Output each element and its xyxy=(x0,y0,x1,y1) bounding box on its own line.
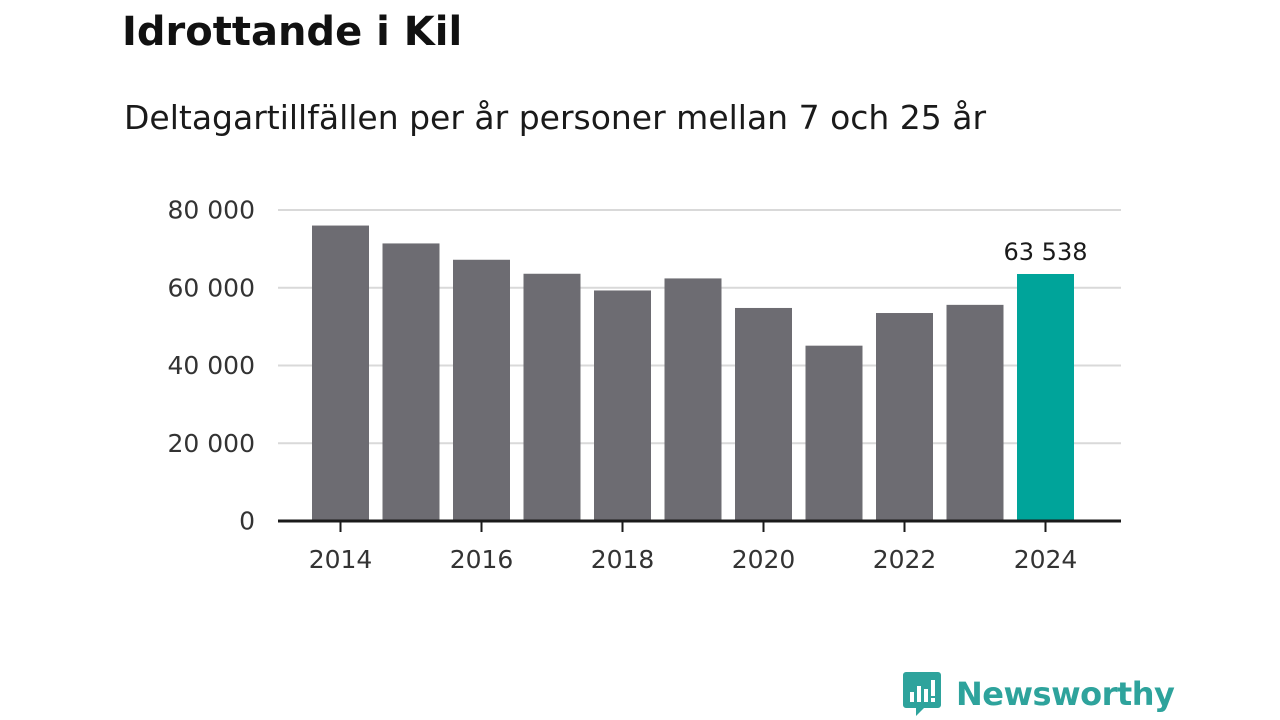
chart-subtitle: Deltagartillfällen per år personer mella… xyxy=(124,98,987,137)
x-tick-label: 2016 xyxy=(450,545,514,574)
x-tick-label: 2014 xyxy=(309,545,373,574)
bar-2017 xyxy=(523,273,581,521)
x-axis xyxy=(278,519,1121,532)
bar-2021 xyxy=(805,345,863,521)
y-tick-label: 80 000 xyxy=(168,196,255,225)
bar-2014 xyxy=(312,225,369,522)
x-tick-label: 2022 xyxy=(873,545,937,574)
newsworthy-logo-icon xyxy=(903,672,941,716)
y-tick-label: 60 000 xyxy=(168,273,255,302)
annotations: 63 538 xyxy=(1004,238,1088,266)
y-tick-label: 40 000 xyxy=(168,351,255,380)
bar-2019 xyxy=(664,278,722,521)
x-tick-label: 2020 xyxy=(732,545,796,574)
x-axis-labels: 2014 2016 2018 2020 2022 2024 xyxy=(309,545,1078,574)
y-tick-label: 20 000 xyxy=(168,429,255,458)
y-axis-labels: 0 20 000 40 000 60 000 80 000 xyxy=(168,196,255,536)
brand-name: Newsworthy xyxy=(956,675,1175,713)
bar-2015 xyxy=(382,243,440,521)
chart-title: Idrottande i Kil xyxy=(122,9,463,55)
bar-2023 xyxy=(946,304,1004,521)
x-tick-label: 2018 xyxy=(591,545,655,574)
bar-2022 xyxy=(876,313,933,521)
bar-2018 xyxy=(594,290,651,521)
data-label-2024: 63 538 xyxy=(1004,238,1088,266)
bar-2020 xyxy=(735,307,792,521)
bar-2016 xyxy=(453,259,510,521)
x-tick-label: 2024 xyxy=(1014,545,1078,574)
bars xyxy=(312,225,1074,522)
brand-logo[interactable]: Newsworthy xyxy=(902,668,1175,720)
y-tick-label: 0 xyxy=(239,507,255,536)
bar-2024 xyxy=(1017,273,1074,521)
